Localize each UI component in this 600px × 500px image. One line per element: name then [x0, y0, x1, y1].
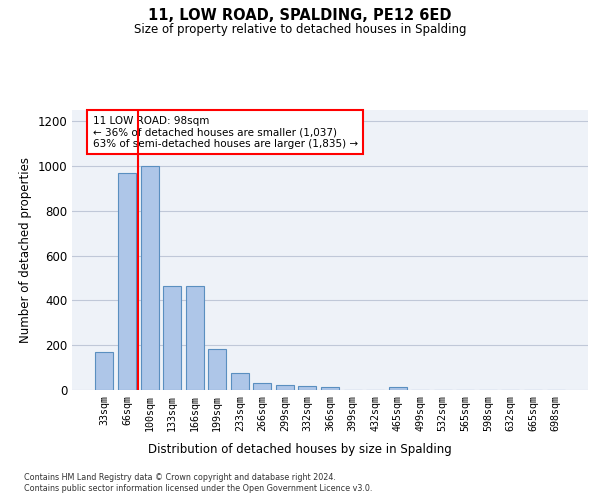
- Bar: [185, 286, 204, 390]
- Text: Contains HM Land Registry data © Crown copyright and database right 2024.: Contains HM Land Registry data © Crown c…: [24, 472, 336, 482]
- Bar: [140, 166, 158, 390]
- Bar: [389, 387, 407, 390]
- Bar: [231, 373, 249, 390]
- Text: 11 LOW ROAD: 98sqm
← 36% of detached houses are smaller (1,037)
63% of semi-deta: 11 LOW ROAD: 98sqm ← 36% of detached hou…: [92, 116, 358, 149]
- Bar: [118, 172, 136, 390]
- Bar: [208, 348, 226, 390]
- Bar: [95, 352, 113, 390]
- Bar: [276, 385, 294, 390]
- Bar: [253, 384, 271, 390]
- Y-axis label: Number of detached properties: Number of detached properties: [19, 157, 32, 343]
- Bar: [163, 286, 181, 390]
- Text: Contains public sector information licensed under the Open Government Licence v3: Contains public sector information licen…: [24, 484, 373, 493]
- Text: Size of property relative to detached houses in Spalding: Size of property relative to detached ho…: [134, 22, 466, 36]
- Text: 11, LOW ROAD, SPALDING, PE12 6ED: 11, LOW ROAD, SPALDING, PE12 6ED: [148, 8, 452, 22]
- Text: Distribution of detached houses by size in Spalding: Distribution of detached houses by size …: [148, 442, 452, 456]
- Bar: [321, 388, 339, 390]
- Bar: [298, 386, 316, 390]
